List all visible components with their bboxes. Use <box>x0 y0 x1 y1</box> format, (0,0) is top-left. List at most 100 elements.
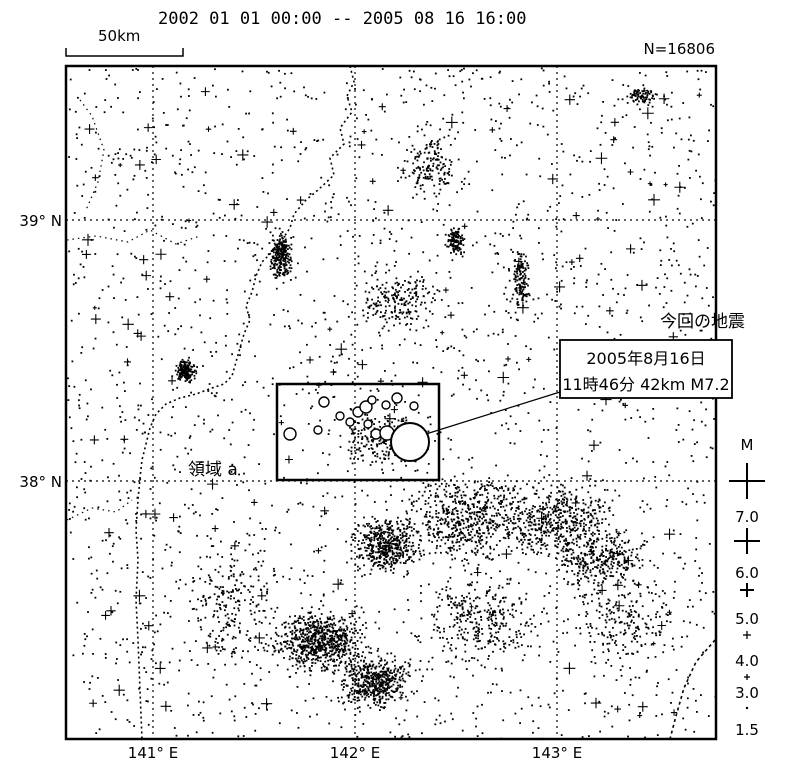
seismic-event-dot <box>260 642 263 644</box>
seismic-event-dot <box>409 556 412 558</box>
seismic-event-dot <box>579 520 582 523</box>
seismic-event-dot <box>106 500 109 503</box>
seismic-event-dot <box>542 515 545 518</box>
seismic-event-dot <box>597 273 600 276</box>
seismic-event-dot <box>410 503 413 505</box>
seismic-event-dot <box>610 540 612 542</box>
seismic-event-dot <box>324 635 326 638</box>
seismic-event-dot <box>228 429 231 431</box>
seismic-event-dot <box>95 106 98 108</box>
seismic-event-dot <box>555 261 558 264</box>
seismic-event-dot <box>320 637 323 640</box>
seismic-event-dot <box>78 312 80 315</box>
seismic-event-dot <box>356 362 359 364</box>
seismic-event-dot <box>664 592 666 595</box>
seismic-event-dot <box>534 313 537 316</box>
seismic-event-dot <box>364 413 366 416</box>
seismic-event-dot <box>542 518 545 521</box>
seismic-event-dot <box>330 658 333 661</box>
seismic-event-dot <box>589 496 592 499</box>
seismic-event-dot <box>631 694 634 697</box>
seismic-event-dot <box>338 645 340 648</box>
seismic-event-dot <box>192 714 195 716</box>
seismic-event-dot <box>410 501 413 504</box>
seismic-event-dot <box>338 664 340 667</box>
seismic-event-dot <box>463 97 465 100</box>
seismic-event-dot <box>353 668 355 671</box>
seismic-event-dot <box>306 574 309 577</box>
seismic-event-dot <box>95 569 98 572</box>
seismic-event-dot <box>614 489 617 492</box>
seismic-event-dot <box>124 419 127 421</box>
seismic-event-dot <box>560 533 562 536</box>
seismic-event-dot <box>319 631 322 634</box>
seismic-event-dot <box>449 587 452 590</box>
seismic-event-dot <box>356 323 359 326</box>
seismic-event-dot <box>525 345 527 348</box>
seismic-event-dot <box>373 533 375 535</box>
seismic-event-dot <box>101 539 104 542</box>
seismic-event-dot <box>365 680 368 683</box>
seismic-event-dot <box>366 691 369 694</box>
seismic-event-dot <box>361 349 364 351</box>
seismic-event-dot <box>562 218 565 221</box>
seismic-event-dot <box>307 622 309 624</box>
seismic-event-dot <box>313 638 316 641</box>
seismic-event-dot <box>714 695 715 698</box>
seismic-event-dot <box>422 326 425 329</box>
seismic-event-dot <box>349 630 351 633</box>
seismic-event-dot <box>420 539 422 542</box>
seismic-event-dot <box>506 533 509 535</box>
seismic-event-dot <box>278 69 280 72</box>
seismic-event-dot <box>568 506 571 509</box>
seismic-event-dot <box>391 525 393 527</box>
seismic-event-dot <box>325 632 328 635</box>
seismic-event-dot <box>346 627 349 629</box>
seismic-event-dot <box>107 285 110 288</box>
seismic-event-dot <box>101 459 104 462</box>
seismic-event-dot <box>405 510 408 513</box>
seismic-event-dot <box>582 509 585 512</box>
seismic-event-dot <box>304 623 307 626</box>
seismic-event-dot <box>308 624 310 626</box>
seismic-event-dot <box>482 532 484 534</box>
seismic-event-dot <box>395 261 397 263</box>
seismic-event-dot <box>372 690 374 693</box>
seismic-event-dot <box>512 220 515 223</box>
seismic-event-dot <box>343 686 345 688</box>
seismic-event-dot <box>617 293 620 295</box>
seismic-event-dot <box>457 686 459 689</box>
seismic-event-dot <box>224 214 226 217</box>
seismic-event-dot <box>387 667 390 670</box>
seismic-event-dot <box>375 217 377 220</box>
seismic-event-dot <box>118 148 121 151</box>
seismic-event-dot <box>317 646 319 649</box>
seismic-event-dot <box>166 481 169 484</box>
seismic-event-dot <box>468 458 470 461</box>
seismic-event-dot <box>520 707 523 710</box>
seismic-event-dot <box>698 574 700 577</box>
seismic-event-dot <box>401 677 404 680</box>
seismic-event-dot <box>398 344 401 346</box>
seismic-event-dot <box>603 511 606 513</box>
seismic-event-dot <box>423 701 426 703</box>
seismic-event-dot <box>82 183 85 186</box>
seismic-event-dot <box>492 533 494 536</box>
seismic-event-dot <box>545 523 548 526</box>
seismic-event-dot <box>589 478 592 480</box>
seismic-event-dot <box>334 624 337 626</box>
seismic-event-dot <box>387 548 390 550</box>
seismic-event-dot <box>311 642 314 645</box>
seismic-event-dot <box>584 247 587 250</box>
seismic-event-dot <box>384 370 386 372</box>
seismic-event-dot <box>383 673 386 676</box>
seismic-event-dot <box>122 111 125 114</box>
seismic-event-dot <box>554 533 557 536</box>
seismic-event-dot <box>295 629 297 632</box>
seismic-event-dot <box>319 617 321 620</box>
seismic-event-dot <box>518 368 520 371</box>
seismic-event-dot <box>623 531 626 534</box>
seismic-event-dot <box>598 189 601 191</box>
seismic-event-dot <box>288 658 291 661</box>
seismic-event-dot <box>687 487 689 490</box>
